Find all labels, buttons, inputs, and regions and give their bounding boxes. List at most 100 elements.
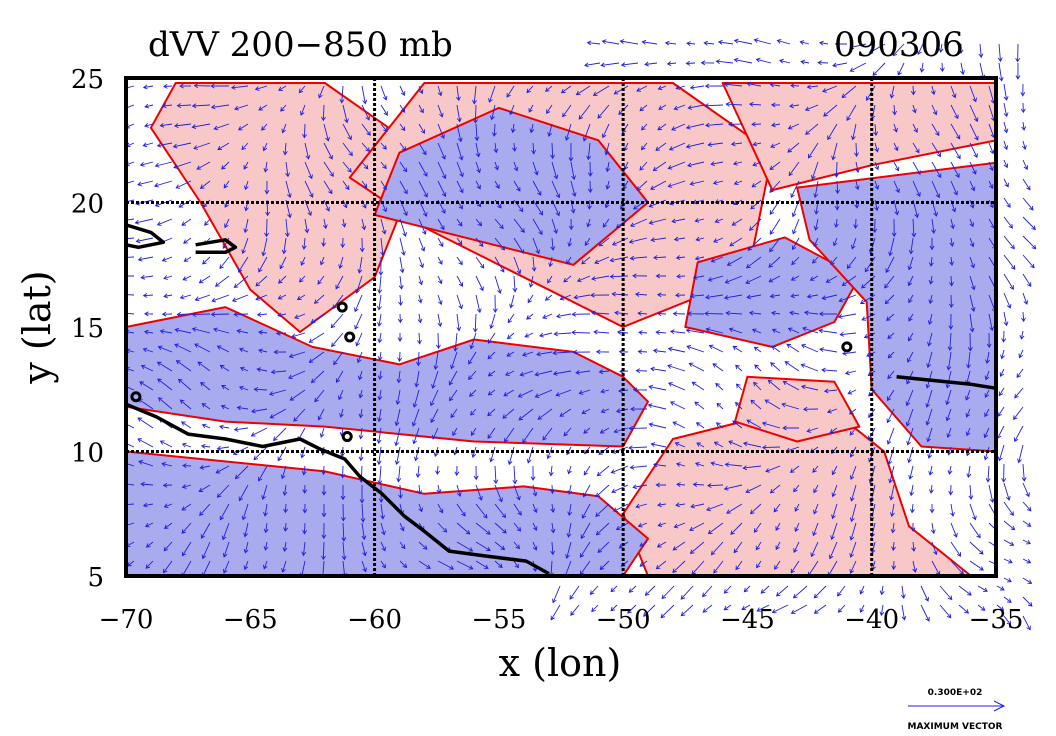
wind-vector-94 [159, 122, 173, 128]
wind-vector-587 [789, 310, 800, 316]
wind-vector-889 [413, 446, 420, 462]
wind-vector-844 [432, 427, 439, 440]
wind-vector-621 [553, 331, 572, 337]
wind-vector-187 [173, 161, 192, 169]
wind-vector-108 [437, 123, 445, 140]
wind-vector-62 [437, 104, 444, 118]
wind-vector-1137 [755, 541, 762, 551]
wind-vector-712 [534, 370, 553, 377]
wind-vector-67 [528, 104, 534, 113]
wind-vector-784 [157, 397, 173, 410]
wind-vector-450 [812, 256, 819, 264]
wind-vector-243 [380, 180, 387, 191]
wind-vector-1081 [566, 522, 572, 538]
wind-vector-28 [657, 85, 667, 91]
wind-vector-1080 [550, 522, 556, 534]
wind-vector-700 [310, 370, 325, 384]
wind-vector-714 [575, 370, 591, 375]
wind-vector-241 [342, 180, 350, 191]
wind-vector-253 [570, 180, 577, 198]
wind-vector-1043 [706, 503, 724, 512]
wind-vector-179 [912, 142, 920, 154]
wind-vector-971 [216, 484, 230, 498]
wind-vector-638 [887, 332, 895, 340]
wind-vector-576 [571, 311, 591, 317]
wind-vector-652 [273, 349, 287, 355]
wind-vector-228 [969, 161, 977, 175]
wind-vector-355 [749, 218, 762, 231]
wind-vector-554 [161, 311, 173, 317]
wind-vector-760 [578, 389, 591, 395]
positive-region-2 [721, 82, 996, 192]
wind-vector-524 [475, 294, 482, 314]
wind-vector-328 [243, 218, 249, 234]
wind-vector-542 [806, 293, 819, 299]
wind-vector-435 [531, 256, 537, 272]
wind-vector-394 [611, 237, 629, 246]
wind-vector-outside-right-50 [1003, 558, 1013, 564]
wind-vector-1075 [456, 522, 471, 535]
wind-vector-1101 [950, 522, 958, 538]
wind-vector-259 [667, 180, 686, 188]
wind-vector-764 [648, 384, 667, 391]
wind-vector-outside-bottom-45 [958, 604, 970, 614]
wind-vector-410 [929, 238, 935, 251]
wind-vector-678 [771, 345, 781, 353]
wind-vector-665 [522, 351, 534, 357]
legend-caption: MAXIMUM VECTOR [907, 722, 1002, 732]
wind-vector-758 [534, 389, 553, 398]
wind-vector-961 [908, 465, 914, 480]
wind-vector-70 [578, 104, 591, 120]
wind-vector-738 [157, 378, 173, 391]
wind-vector-outside-bottom-24 [550, 604, 561, 621]
wind-vector-180 [931, 142, 941, 158]
vector-legend: 0.300E+02 MAXIMUM VECTOR [907, 688, 1006, 732]
wind-vector-925 [215, 465, 230, 474]
wind-vector-772 [800, 384, 819, 391]
wind-vector-472 [355, 275, 363, 294]
wind-vector-397 [673, 236, 686, 242]
wind-vector-outside-top-20 [978, 43, 984, 59]
wind-vector-165 [640, 142, 648, 151]
wind-vector-1170 [513, 560, 519, 569]
negative-region-8 [373, 106, 649, 266]
wind-vector-89 [950, 104, 959, 120]
wind-vector-556 [191, 312, 211, 317]
wind-vector-853 [599, 427, 610, 434]
wind-vector-outside-top-4 [664, 40, 677, 46]
wind-vector-1117 [380, 541, 386, 552]
wind-vector-860 [732, 420, 743, 429]
wind-vector-outside-bottom-3 [610, 585, 618, 593]
wind-vector-113 [529, 123, 535, 134]
wind-vector-176 [854, 142, 859, 158]
wind-vector-926 [234, 465, 249, 480]
wind-vector-426 [357, 256, 363, 274]
wind-vector-1125 [532, 541, 538, 551]
wind-vector-249 [494, 180, 500, 189]
wind-vector-823 [905, 408, 914, 427]
wind-vector-222 [855, 161, 860, 174]
wind-vector-157 [493, 142, 499, 154]
wind-vector-outside-top-38 [872, 62, 886, 76]
y-tick-label-0: 5 [87, 563, 104, 593]
wind-vector-96 [191, 123, 211, 130]
wind-vector-121 [671, 123, 686, 131]
wind-vector-195 [342, 161, 352, 173]
wind-vector-215 [710, 161, 724, 167]
wind-vector-326 [204, 218, 211, 226]
wind-vector-398 [695, 236, 705, 242]
wind-vector-outside-top-31 [733, 57, 753, 64]
wind-vector-217 [752, 161, 762, 167]
wind-vector-550 [969, 294, 976, 312]
wind-vector-465 [214, 275, 230, 287]
wind-vector-outside-right-1 [1020, 83, 1026, 97]
wind-vector-outside-bottom-34 [741, 604, 751, 611]
wind-vector-outside-top-22 [1015, 43, 1021, 63]
wind-vector-641 [947, 332, 953, 351]
wind-vector-238 [285, 180, 292, 199]
wind-vector-501 [907, 275, 914, 287]
wind-vector-1135 [710, 541, 724, 556]
wind-vector-661 [450, 351, 458, 370]
wind-vector-699 [288, 370, 306, 380]
wind-vector-194 [323, 161, 334, 178]
